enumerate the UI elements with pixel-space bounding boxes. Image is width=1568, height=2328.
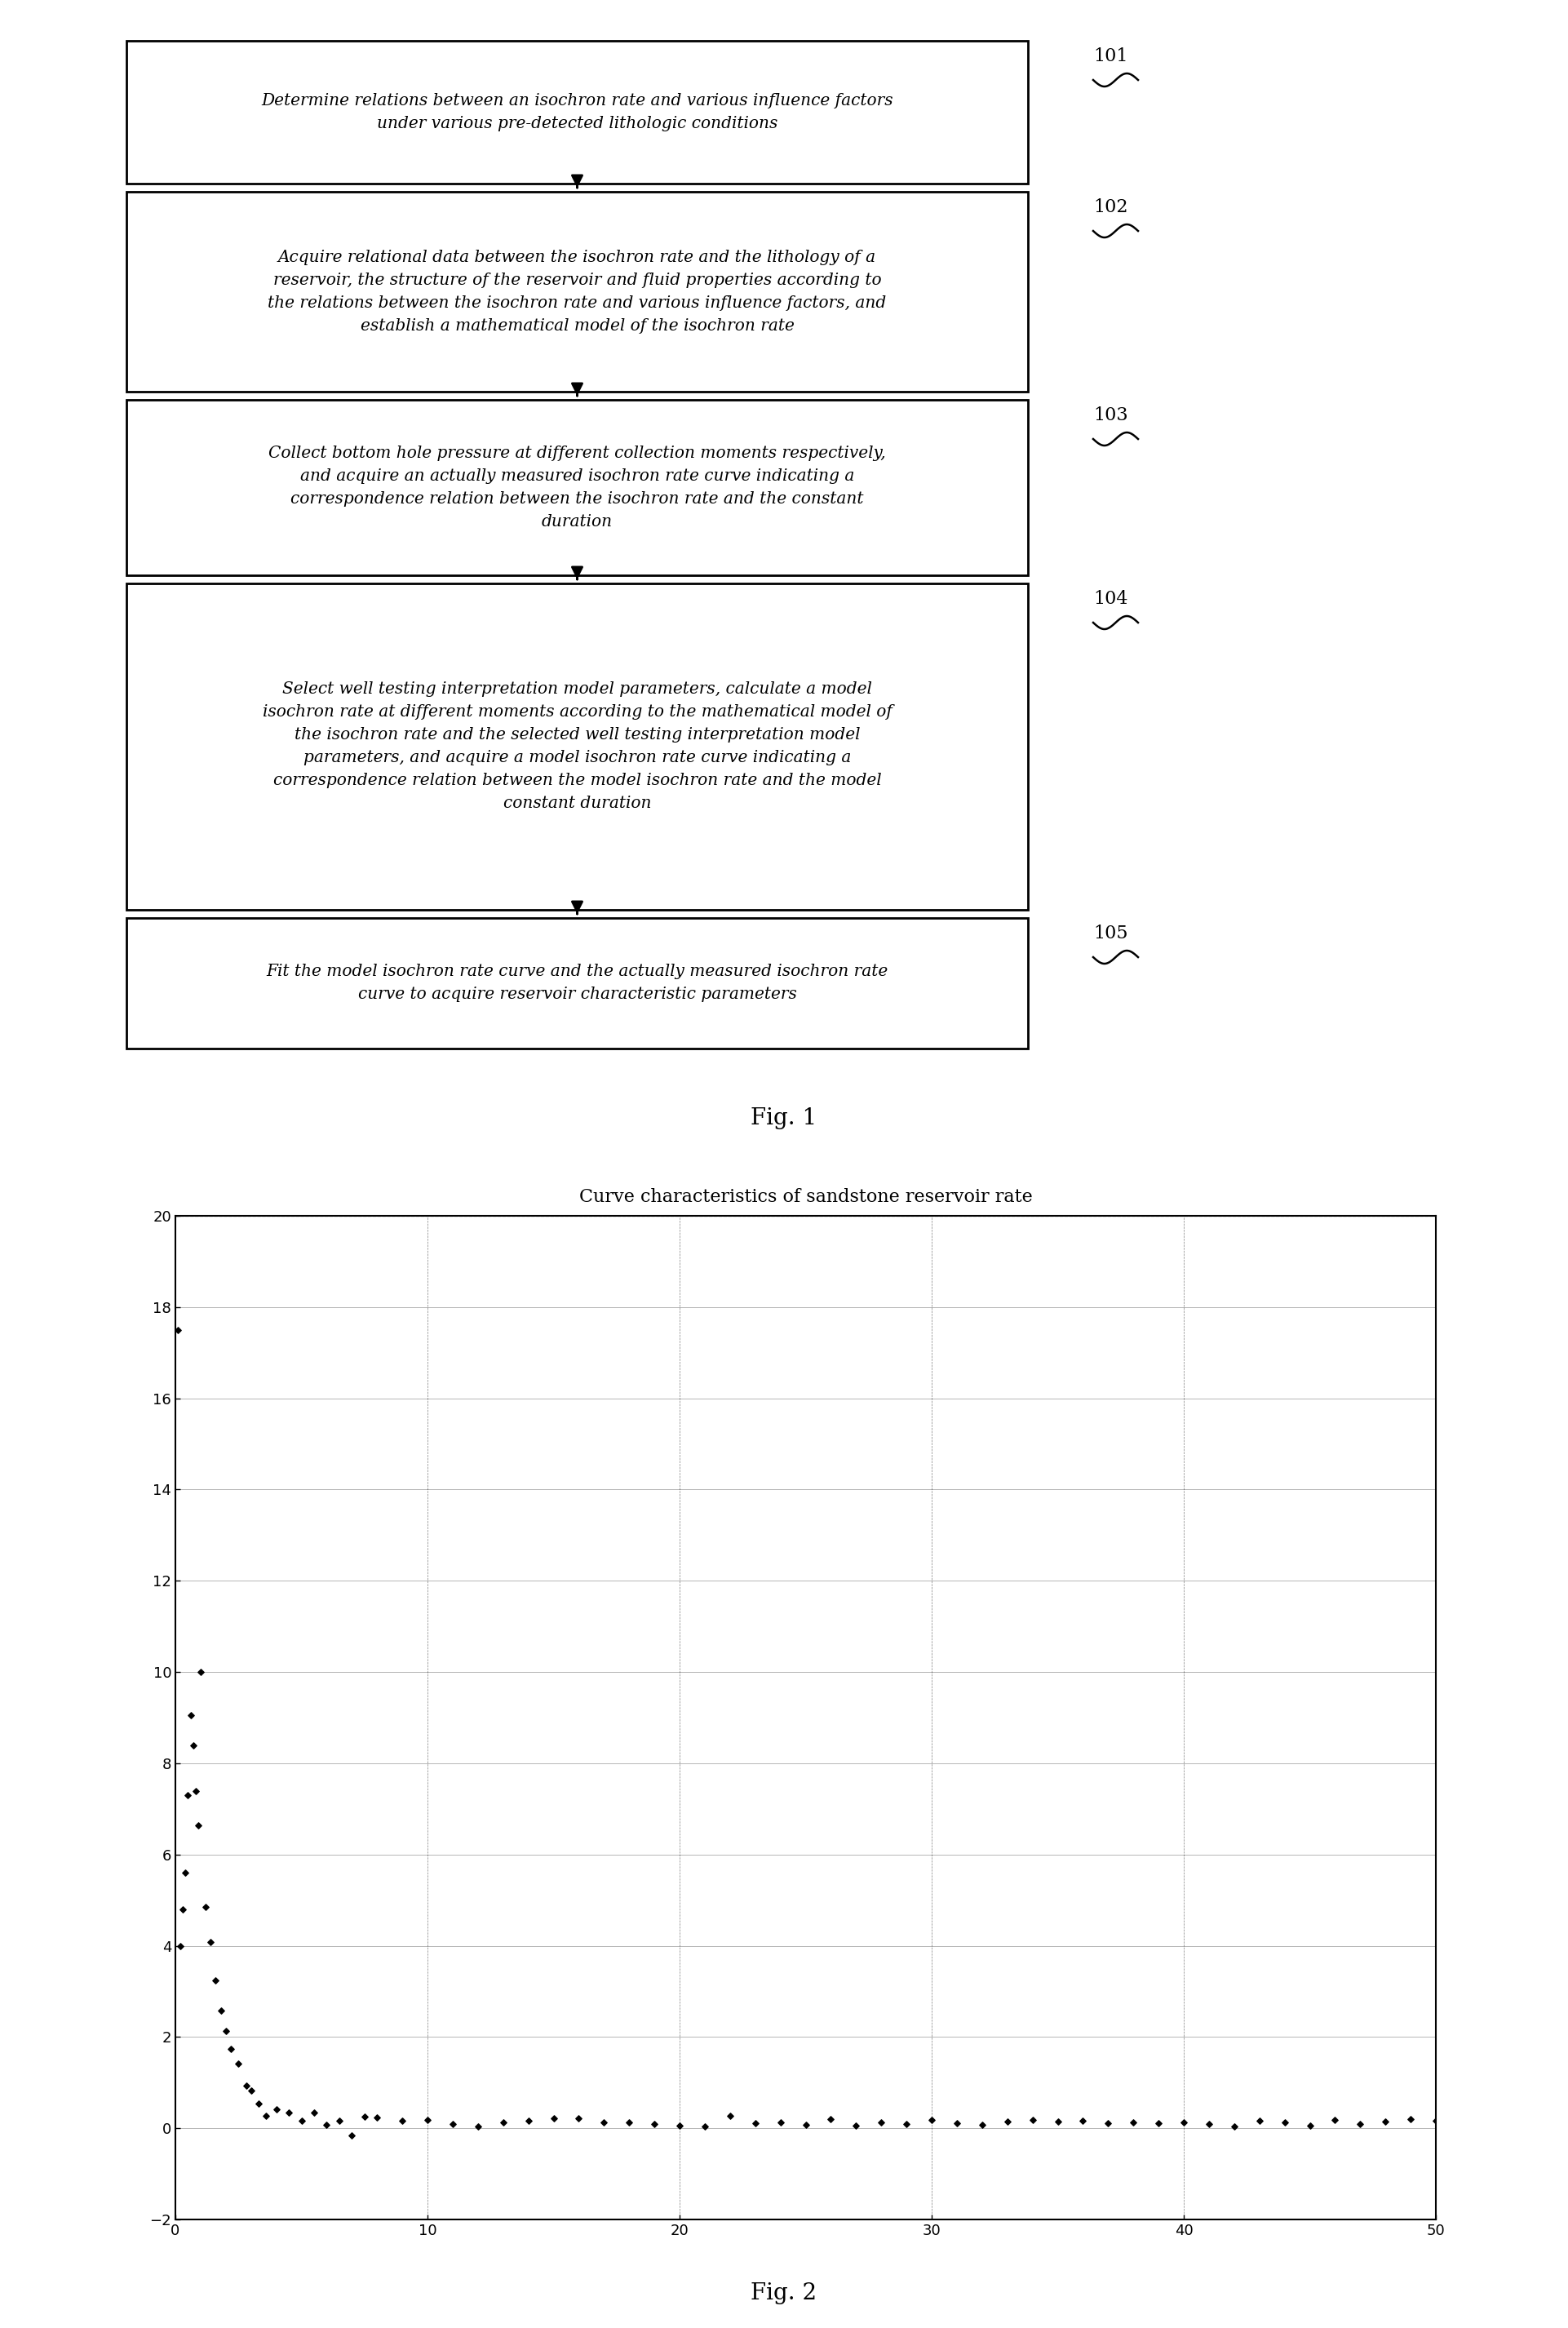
Point	[616, 2105, 641, 2142]
Point	[185, 1807, 210, 1844]
Point	[1221, 2107, 1247, 2144]
Point	[869, 2102, 894, 2139]
Point	[193, 1888, 218, 1925]
Point	[994, 2102, 1019, 2139]
Point	[691, 2107, 717, 2144]
Point	[314, 2107, 339, 2144]
Point	[180, 1727, 205, 1765]
Point	[516, 2102, 541, 2139]
Text: 101: 101	[1093, 47, 1127, 65]
Point	[390, 2102, 416, 2139]
Point	[818, 2100, 844, 2137]
Point	[172, 1853, 198, 1890]
Text: 104: 104	[1093, 589, 1127, 608]
Bar	[127, 42, 1029, 184]
Point	[1019, 2102, 1044, 2139]
Text: Collect bottom hole pressure at different collection moments respectively,
and a: Collect bottom hole pressure at differen…	[268, 445, 886, 528]
Point	[1171, 2105, 1196, 2142]
Text: Fit the model isochron rate curve and the actually measured isochron rate
curve : Fit the model isochron rate curve and th…	[267, 964, 887, 1003]
Point	[1196, 2105, 1221, 2142]
Point	[1424, 2102, 1449, 2139]
Point	[491, 2105, 516, 2142]
Point	[218, 2030, 243, 2067]
Point	[234, 2067, 259, 2105]
Point	[165, 1311, 190, 1348]
Point	[246, 2086, 271, 2123]
Point	[1297, 2107, 1322, 2144]
Point	[844, 2107, 869, 2144]
Text: 103: 103	[1093, 407, 1127, 424]
Title: Curve characteristics of sandstone reservoir rate: Curve characteristics of sandstone reser…	[579, 1187, 1032, 1206]
Bar	[127, 917, 1029, 1048]
Text: Fig. 2: Fig. 2	[751, 2281, 817, 2305]
Point	[1071, 2102, 1096, 2139]
Point	[339, 2116, 364, 2153]
Point	[176, 1776, 201, 1814]
Point	[1272, 2105, 1297, 2142]
Point	[198, 1923, 223, 1960]
Point	[944, 2105, 969, 2142]
Point	[1322, 2102, 1347, 2139]
Point	[301, 2093, 326, 2130]
Point	[326, 2102, 351, 2139]
Point	[1247, 2102, 1272, 2139]
Point	[666, 2107, 691, 2144]
Text: Fig. 1: Fig. 1	[751, 1106, 817, 1129]
Point	[793, 2107, 818, 2144]
Point	[289, 2102, 314, 2139]
Text: Determine relations between an isochron rate and various influence factors
under: Determine relations between an isochron …	[262, 93, 894, 130]
Point	[1347, 2105, 1372, 2142]
Point	[263, 2091, 289, 2128]
Point	[466, 2109, 491, 2146]
Point	[718, 2098, 743, 2135]
Point	[171, 1890, 196, 1928]
Point	[188, 1653, 213, 1690]
Point	[351, 2098, 376, 2135]
Text: 105: 105	[1093, 924, 1127, 943]
Point	[1374, 2102, 1399, 2139]
Point	[894, 2105, 919, 2142]
Point	[1096, 2105, 1121, 2142]
Point	[1046, 2102, 1071, 2139]
Point	[591, 2105, 616, 2142]
Text: Select well testing interpretation model parameters, calculate a model
isochron : Select well testing interpretation model…	[262, 682, 892, 812]
Point	[768, 2105, 793, 2142]
Point	[209, 1993, 234, 2030]
Point	[276, 2095, 301, 2132]
Bar	[127, 584, 1029, 910]
Point	[213, 2011, 238, 2049]
Point	[364, 2098, 389, 2135]
Point	[254, 2098, 279, 2135]
Point	[183, 1772, 209, 1809]
Point	[238, 2072, 263, 2109]
Point	[1146, 2105, 1171, 2142]
Point	[566, 2100, 591, 2137]
Text: 102: 102	[1093, 198, 1127, 217]
Point	[204, 1963, 229, 2000]
Point	[168, 1928, 193, 1965]
Point	[541, 2100, 566, 2137]
Bar	[127, 400, 1029, 575]
Text: Acquire relational data between the isochron rate and the lithology of a
reservo: Acquire relational data between the isoc…	[268, 249, 886, 333]
Point	[226, 2046, 251, 2084]
Point	[919, 2102, 944, 2139]
Point	[641, 2105, 666, 2142]
Point	[743, 2105, 768, 2142]
Point	[969, 2107, 994, 2144]
Point	[1399, 2100, 1424, 2137]
Point	[1121, 2105, 1146, 2142]
Point	[179, 1697, 204, 1734]
Point	[416, 2102, 441, 2139]
Bar	[127, 191, 1029, 391]
Point	[441, 2105, 466, 2142]
